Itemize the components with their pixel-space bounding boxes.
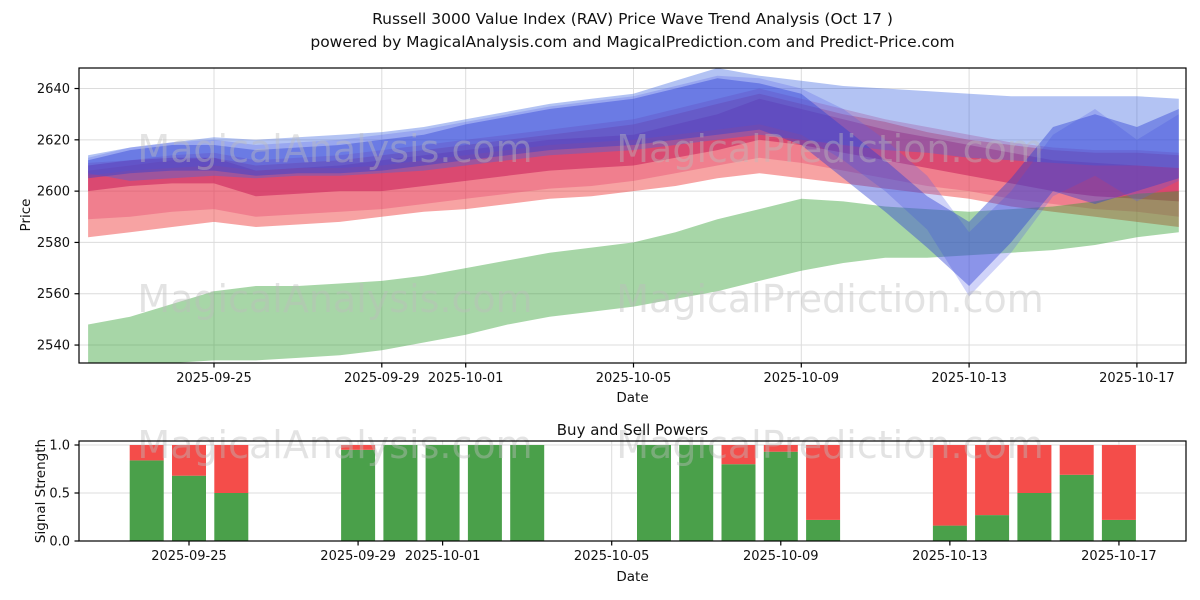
band-blue-dive-echo [88,75,1179,297]
sell-bar-2025-09-25 [172,445,206,476]
sell-bar-2025-10-13 [932,445,967,526]
price-wave-bands [88,68,1179,363]
band-darkblue-core [88,78,1179,286]
buy-bar-2025-10-08 [721,464,756,541]
price-plot-area [79,68,1186,363]
figure-title-line2: powered by MagicalAnalysis.com and Magic… [310,33,955,51]
buy-bar-2025-10-09 [763,451,798,541]
buy-bar-2025-09-30 [383,445,418,541]
buy-bar-2025-10-02 [467,445,502,541]
svg-text:2025-10-17: 2025-10-17 [1081,549,1157,564]
svg-text:2025-09-25: 2025-09-25 [176,371,252,386]
sell-bar-2025-09-26 [214,445,249,493]
signal-xaxis-label: Date [616,569,649,585]
buy-bar-2025-09-24 [129,460,164,541]
svg-text:2025-09-25: 2025-09-25 [151,549,227,564]
svg-text:2025-10-09: 2025-10-09 [764,371,840,386]
band-lightblue-wave [88,68,1179,181]
buy-bar-2025-10-10 [806,519,841,541]
band-crimson-core [88,98,1179,202]
svg-text:MagicalAnalysis.com: MagicalAnalysis.com [137,277,532,321]
svg-text:2025-10-01: 2025-10-01 [405,549,481,564]
svg-text:MagicalAnalysis.com: MagicalAnalysis.com [137,423,532,467]
price-grid [79,68,1186,363]
buy-bar-2025-09-25 [172,475,206,541]
svg-text:2540: 2540 [37,339,70,354]
buy-bar-2025-10-03 [510,445,545,541]
watermarks: MagicalAnalysis.com MagicalPrediction.com… [137,127,1043,467]
sell-bar-2025-10-10 [806,445,841,520]
band-green-trend [88,191,1179,363]
svg-text:2025-10-17: 2025-10-17 [1099,371,1175,386]
buy-bar-2025-10-17 [1101,519,1136,541]
svg-text:0.0: 0.0 [49,535,70,550]
svg-text:2025-09-29: 2025-09-29 [320,549,396,564]
svg-text:2025-10-13: 2025-10-13 [912,549,988,564]
svg-text:2025-10-05: 2025-10-05 [574,549,650,564]
svg-text:MagicalPrediction.com: MagicalPrediction.com [616,423,1044,467]
svg-text:MagicalPrediction.com: MagicalPrediction.com [616,277,1044,321]
svg-text:2640: 2640 [37,82,70,97]
sell-bar-2025-09-29 [341,445,376,450]
sell-bar-2025-10-15 [1017,445,1052,493]
buy-bar-2025-10-15 [1017,493,1052,541]
sell-bar-2025-10-14 [975,445,1010,516]
price-xaxis-label: Date [616,390,649,406]
figure-title-line1: Russell 3000 Value Index (RAV) Price Wav… [372,10,893,28]
sell-bar-2025-10-09 [763,445,798,452]
sell-bar-2025-10-16 [1059,445,1094,475]
signal-bars [129,445,1136,541]
svg-text:0.5: 0.5 [49,487,70,502]
buy-bar-2025-10-16 [1059,474,1094,541]
svg-text:2580: 2580 [37,236,70,251]
buy-bar-2025-10-14 [975,515,1010,541]
buy-bar-2025-10-07 [679,445,714,541]
buy-bar-2025-10-06 [637,445,671,541]
svg-text:2025-10-01: 2025-10-01 [428,371,504,386]
buy-bar-2025-10-01 [425,445,460,541]
svg-text:1.0: 1.0 [49,439,70,454]
svg-text:2025-10-09: 2025-10-09 [743,549,819,564]
svg-text:2025-10-13: 2025-10-13 [931,371,1007,386]
axes: 2540 2560 2580 2600 2620 2640 2025-09-25 2025-0… [37,67,1187,564]
svg-text:2600: 2600 [37,185,70,200]
svg-text:2025-09-29: 2025-09-29 [344,371,420,386]
sell-bar-2025-10-17 [1101,445,1136,520]
svg-text:MagicalPrediction.com: MagicalPrediction.com [616,127,1044,171]
buy-bar-2025-10-13 [932,525,967,541]
svg-text:2620: 2620 [37,133,70,148]
signal-yaxis-label: Signal Strength [33,438,49,544]
buy-bar-2025-09-26 [214,493,249,541]
sell-bar-2025-09-24 [129,445,164,461]
price-yaxis-label: Price [18,198,34,232]
buy-bar-2025-09-29 [341,449,376,541]
sell-bar-2025-10-08 [721,445,756,465]
svg-text:2025-10-05: 2025-10-05 [596,371,672,386]
svg-text:MagicalAnalysis.com: MagicalAnalysis.com [137,127,532,171]
svg-text:2560: 2560 [37,287,70,302]
signal-chart-title: Buy and Sell Powers [556,421,709,439]
